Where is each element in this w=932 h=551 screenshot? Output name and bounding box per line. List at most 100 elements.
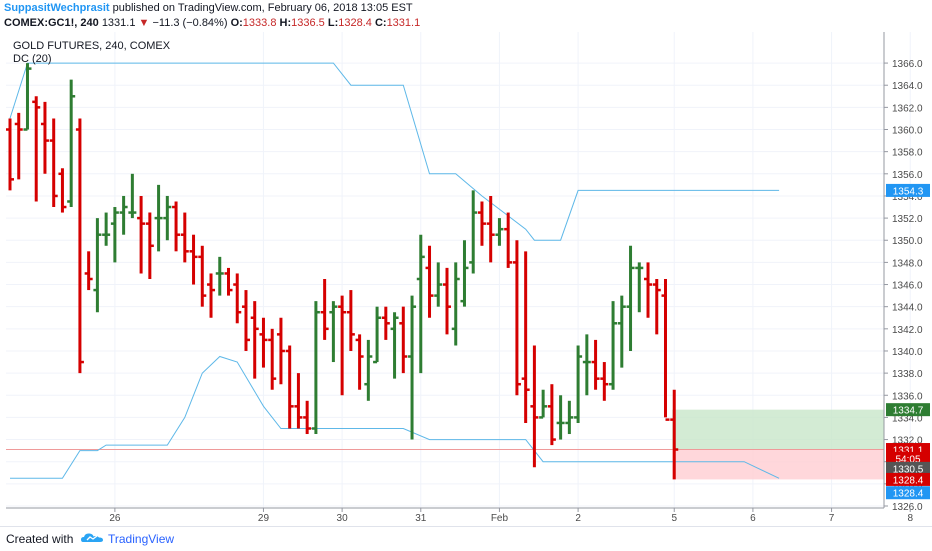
stop-badge-bg (886, 472, 930, 486)
x-tick-label: 5 (671, 513, 677, 524)
profit-zone (672, 409, 884, 450)
ohlc-bar (434, 262, 443, 307)
ohlc-bar (259, 317, 268, 368)
ohlc-bar (172, 201, 181, 252)
ohlc-bar (268, 328, 277, 390)
ohlc-bar (512, 240, 521, 396)
ohlc-bar (180, 212, 189, 263)
symbol-line: COMEX:GC1!, 240 1331.1 ▼ −11.3 (−0.84%) … (4, 17, 420, 29)
y-tick-label: 1348.0 (892, 258, 923, 269)
ohlc-bar (40, 101, 49, 174)
ohlc-bar (338, 295, 347, 396)
ohlc-bar (399, 306, 408, 374)
ohlc-bar (626, 245, 635, 351)
y-tick-label: 1346.0 (892, 281, 923, 292)
ohlc-bar (670, 389, 679, 480)
ohlc-bar (408, 295, 417, 440)
price-chart[interactable]: 1326.01328.01330.01332.01334.01336.01338… (0, 32, 932, 526)
tradingview-brand[interactable]: TradingView (108, 532, 175, 546)
ohlc-bar (67, 79, 76, 208)
ohlc-bar (241, 290, 250, 351)
y-tick-label: 1362.0 (892, 103, 923, 114)
position-zones (6, 409, 884, 480)
x-tick-label: 26 (109, 513, 121, 524)
ohlc-bar (320, 279, 329, 340)
ohlc-bar (565, 400, 574, 435)
dc-upper-line (9, 62, 780, 241)
ohlc-bar (303, 400, 312, 435)
ohlc-bar (32, 96, 41, 202)
ohlc-bar (215, 256, 224, 296)
y-tick-label: 1344.0 (892, 303, 923, 314)
ohlc-bar (661, 279, 670, 421)
dc-lower-badge-bg (886, 486, 930, 500)
chart-header: SuppasitWechprasit published on TradingV… (0, 0, 932, 32)
ohlc-bar (110, 207, 119, 263)
ohlc-bar (381, 306, 390, 340)
created-with-text: Created with (6, 532, 74, 546)
indicator-label: DC (20) (13, 53, 52, 65)
open-value: 1333.8 (242, 17, 277, 29)
ohlc-bar (189, 234, 198, 285)
price-badge: 54:05 (895, 454, 920, 465)
chart-title: GOLD FUTURES, 240, COMEX (13, 40, 171, 52)
ohlc-bar (390, 312, 399, 379)
last-price: 1331.1 (101, 17, 136, 29)
ohlc-bars (6, 63, 679, 480)
ohlc-bar (451, 262, 460, 346)
author-link[interactable]: SuppasitWechprasit (4, 2, 110, 14)
ohlc-bar (416, 234, 425, 374)
price-badge-bg (886, 451, 930, 465)
ohlc-bar (460, 240, 469, 307)
high-label: H: (279, 17, 292, 29)
target-badge: 1334.7 (893, 406, 924, 417)
ohlc-bar (137, 195, 146, 274)
symbol-label: COMEX:GC1!, 240 (4, 17, 99, 29)
dc-upper-badge-bg (886, 183, 930, 197)
ohlc-bar (6, 118, 14, 191)
price-badge: 1331.1 (893, 446, 924, 457)
loss-zone (672, 449, 884, 480)
ohlc-bar (495, 218, 504, 246)
ohlc-bar (119, 195, 128, 235)
down-arrow-icon: ▼ (138, 17, 150, 29)
close-value: 1331.1 (386, 17, 421, 29)
ohlc-bar (198, 245, 207, 307)
ohlc-bar (163, 195, 172, 241)
ohlc-bar (207, 273, 216, 318)
ohlc-bar (346, 290, 355, 351)
x-tick-label: 7 (829, 513, 835, 524)
y-tick-label: 1338.0 (892, 369, 923, 380)
price-badge: 1330.5 (893, 464, 924, 475)
ohlc-bar (75, 118, 84, 374)
x-tick-label: 29 (258, 513, 270, 524)
ohlc-bar (477, 201, 486, 246)
axes: 1326.01328.01330.01332.01334.01336.01338… (6, 32, 930, 524)
ohlc-bar (591, 339, 600, 390)
ohlc-bar (539, 389, 548, 419)
ohlc-bar (145, 212, 154, 279)
ohlc-bar (154, 184, 163, 252)
x-tick-label: 30 (337, 513, 349, 524)
x-tick-label: 6 (750, 513, 756, 524)
ohlc-bar (14, 112, 23, 180)
target-badge-bg (886, 403, 930, 417)
donchian-channel (9, 62, 780, 479)
ohlc-bar (84, 251, 93, 291)
ohlc-bar (556, 395, 565, 440)
price-change: −11.3 (−0.84%) (152, 17, 228, 29)
footer: Created with TradingView (0, 526, 932, 551)
ohlc-bar (364, 339, 373, 401)
ohlc-bar (93, 218, 102, 313)
high-value: 1336.5 (291, 17, 325, 29)
y-tick-label: 1358.0 (892, 148, 923, 159)
y-tick-label: 1326.0 (892, 502, 923, 513)
ohlc-bar (486, 195, 495, 263)
ohlc-bar (574, 345, 583, 423)
published-text: published on TradingView.com, February 0… (112, 2, 413, 14)
ohlc-bar (355, 334, 364, 390)
y-tick-label: 1360.0 (892, 126, 923, 137)
y-tick-label: 1364.0 (892, 81, 923, 92)
y-tick-label: 1350.0 (892, 236, 923, 247)
ohlc-bar (224, 267, 233, 296)
